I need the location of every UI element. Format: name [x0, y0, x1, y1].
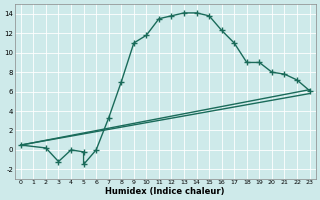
X-axis label: Humidex (Indice chaleur): Humidex (Indice chaleur): [106, 187, 225, 196]
